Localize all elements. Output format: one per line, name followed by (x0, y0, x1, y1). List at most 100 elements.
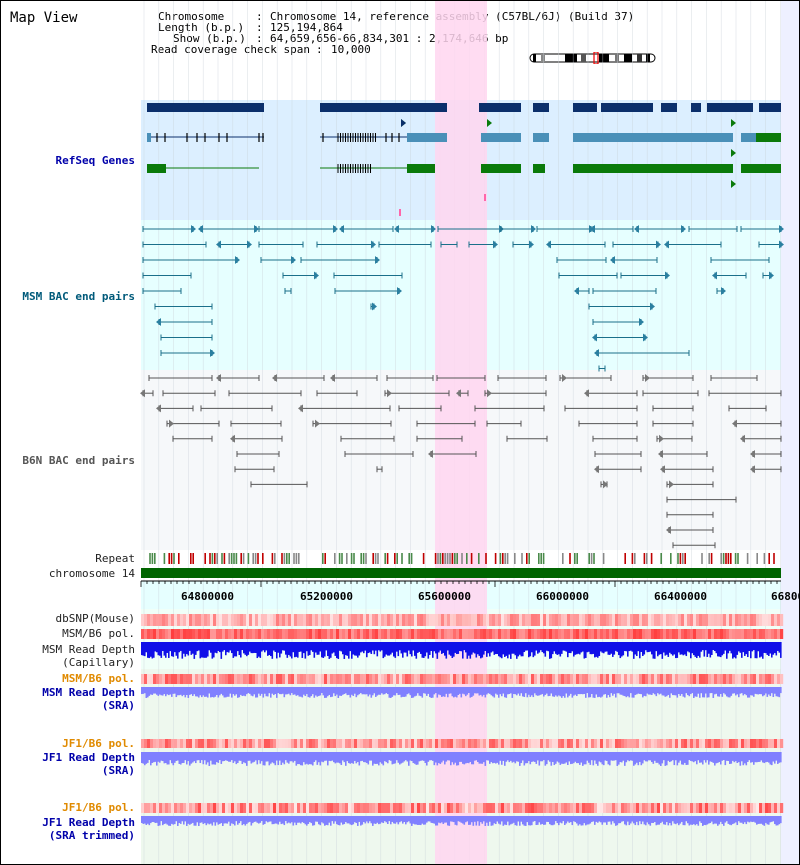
heat-cell (669, 739, 673, 748)
depth-bar (151, 752, 154, 763)
heat-cell (504, 803, 508, 813)
heat-cell (609, 614, 613, 626)
depth-bar (433, 687, 436, 695)
depth-bar (639, 642, 641, 659)
depth-bar (184, 642, 187, 657)
depth-bar (618, 642, 620, 656)
depth-bar (426, 687, 428, 696)
depth-bar (166, 752, 169, 765)
heat-cell (696, 614, 700, 626)
heat-cell (603, 629, 607, 639)
heat-cell (309, 629, 313, 639)
depth-bar (313, 687, 316, 698)
heat-cell (426, 739, 430, 748)
depth-bar (288, 752, 290, 764)
track-label-jf1-pol-2[interactable]: JF1/B6 pol. (62, 801, 135, 814)
depth-bar (768, 752, 770, 763)
depth-bar (306, 687, 308, 695)
track-label-jf1-depth-trim[interactable]: JF1 Read Depth (42, 816, 135, 829)
heat-cell (774, 629, 778, 639)
heat-cell (684, 629, 688, 639)
depth-bar (538, 687, 541, 696)
depth-bar (393, 687, 395, 696)
heat-cell (417, 614, 421, 626)
track-label-b6n-bac[interactable]: B6N BAC end pairs (22, 454, 135, 467)
depth-bar (271, 687, 274, 694)
heat-cell (291, 629, 295, 639)
depth-bar (703, 642, 706, 657)
track-label-refseq[interactable]: RefSeq Genes (55, 154, 135, 167)
heat-cell (660, 614, 664, 626)
depth-bar (277, 816, 280, 825)
depth-bar (292, 642, 295, 653)
depth-bar (756, 752, 758, 763)
depth-bar (360, 642, 362, 653)
depth-bar (388, 752, 391, 761)
depth-bar (169, 752, 172, 761)
depth-bar (406, 687, 409, 695)
depth-bar (453, 642, 455, 657)
heat-cell (213, 739, 217, 748)
depth-bar (201, 642, 203, 658)
heat-cell (384, 739, 388, 748)
heat-cell (282, 739, 286, 748)
track-label-jf1-depth-sra-sub[interactable]: (SRA) (101, 764, 135, 777)
depth-bar (522, 816, 524, 825)
track-label-msm-depth-sra[interactable]: MSM Read Depth (42, 686, 135, 699)
msm-bac-end-pairs[interactable] (142, 225, 784, 372)
depth-bar (223, 752, 226, 761)
heat-cell (504, 739, 508, 748)
heat-cell (222, 629, 226, 639)
track-label-jf1-depth-trim-sub[interactable]: (SRA trimmed) (48, 829, 135, 842)
depth-bar (595, 687, 598, 695)
depth-bar (297, 687, 299, 696)
heat-cell (579, 629, 583, 639)
highlight-region[interactable] (435, 1, 487, 864)
heat-cell (249, 614, 253, 626)
track-label-jf1-depth-sra[interactable]: JF1 Read Depth (42, 751, 135, 764)
heat-cell (330, 614, 334, 626)
depth-bar (637, 687, 640, 694)
track-label-jf1-pol-1[interactable]: JF1/B6 pol. (62, 737, 135, 750)
heat-cell (354, 614, 358, 626)
depth-bar (745, 752, 748, 766)
b6n-bac-end-pairs[interactable] (140, 374, 782, 549)
repeat-mark (283, 553, 286, 564)
track-label-msm-pol-2[interactable]: MSM/B6 pol. (62, 672, 135, 685)
heat-cell (648, 674, 652, 684)
heat-cell (450, 674, 454, 684)
depth-bar (778, 816, 781, 825)
depth-bar (567, 642, 569, 658)
depth-bar (660, 687, 662, 694)
track-label-msm-depth-sra-sub[interactable]: (SRA) (101, 699, 135, 712)
depth-bar (147, 687, 149, 698)
depth-bar (265, 752, 268, 762)
heat-cell (519, 614, 523, 626)
depth-bar (597, 642, 599, 658)
depth-bar (489, 687, 491, 694)
depth-bar (556, 816, 559, 824)
heat-cell (588, 739, 592, 748)
depth-bar (744, 687, 746, 695)
depth-bar (357, 687, 359, 696)
chromosome-ideogram[interactable] (529, 52, 657, 64)
depth-bar (271, 816, 274, 825)
heat-cell (258, 614, 262, 626)
depth-bar (666, 642, 668, 655)
depth-bar (510, 687, 512, 694)
heat-cell (384, 614, 388, 626)
heat-cell (666, 629, 670, 639)
heat-cell (282, 803, 286, 813)
depth-bar (772, 687, 775, 698)
depth-bar (414, 816, 416, 825)
chrom-sep1: : (256, 10, 263, 23)
depth-bar (319, 687, 322, 696)
depth-bar (145, 642, 148, 653)
depth-bar (639, 816, 641, 822)
depth-bar (441, 752, 443, 763)
repeat-mark (295, 553, 298, 564)
track-label-msm-bac[interactable]: MSM BAC end pairs (22, 290, 135, 303)
refseq-genes[interactable] (147, 103, 781, 216)
heat-cell (237, 614, 241, 626)
